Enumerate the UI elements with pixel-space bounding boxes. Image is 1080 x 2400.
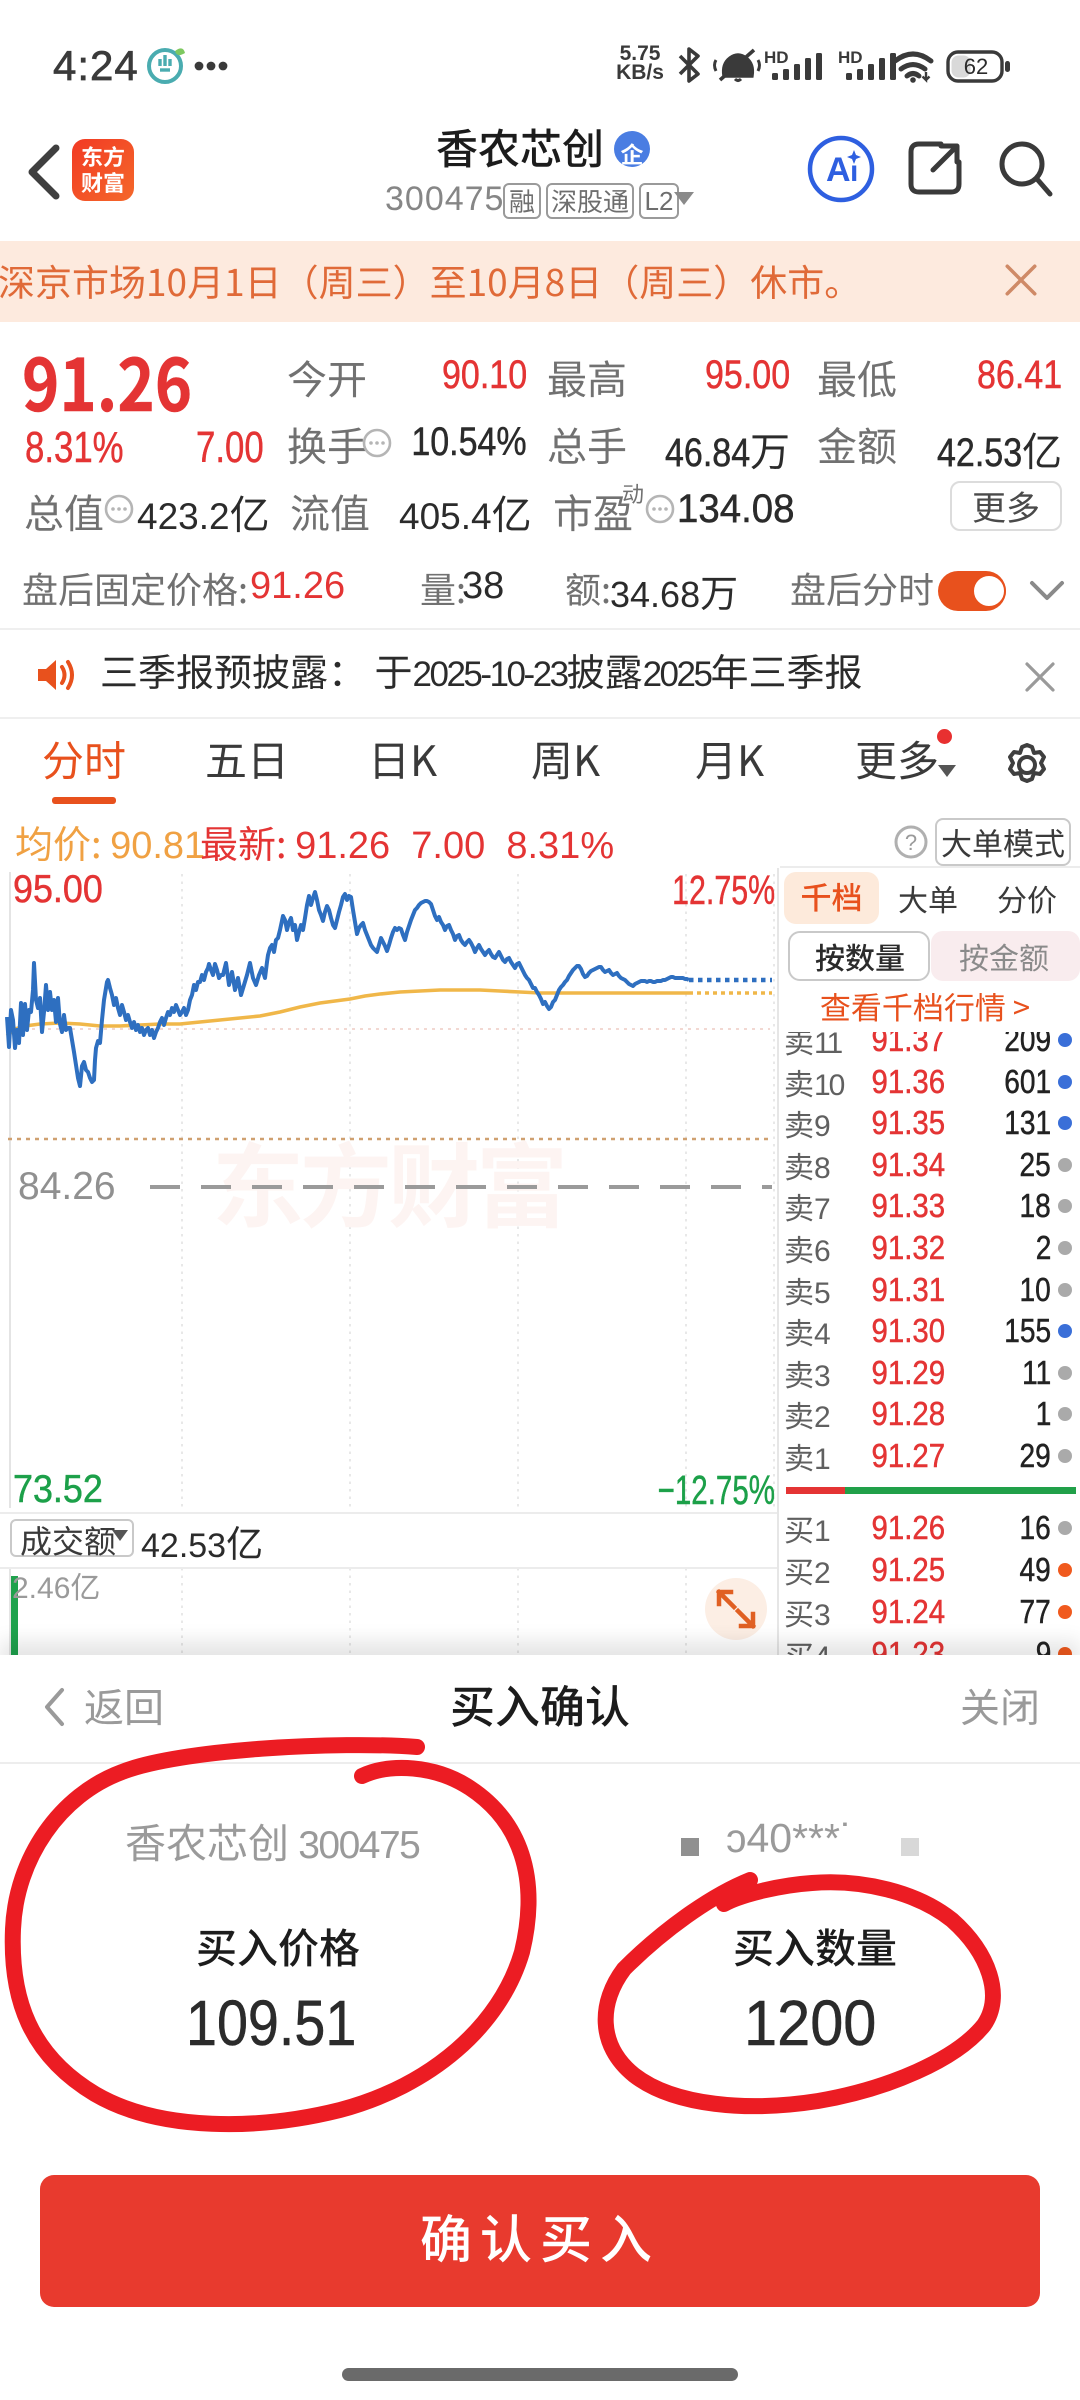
svg-text:?: ? xyxy=(905,830,917,855)
svg-text:ı: ı xyxy=(850,155,858,188)
svg-text:62: 62 xyxy=(964,54,988,79)
svg-text:东方财富: 东方财富 xyxy=(212,1114,564,1247)
svg-text:HD: HD xyxy=(838,48,863,67)
svg-text:HD: HD xyxy=(764,48,789,67)
svg-text:A: A xyxy=(826,151,851,189)
